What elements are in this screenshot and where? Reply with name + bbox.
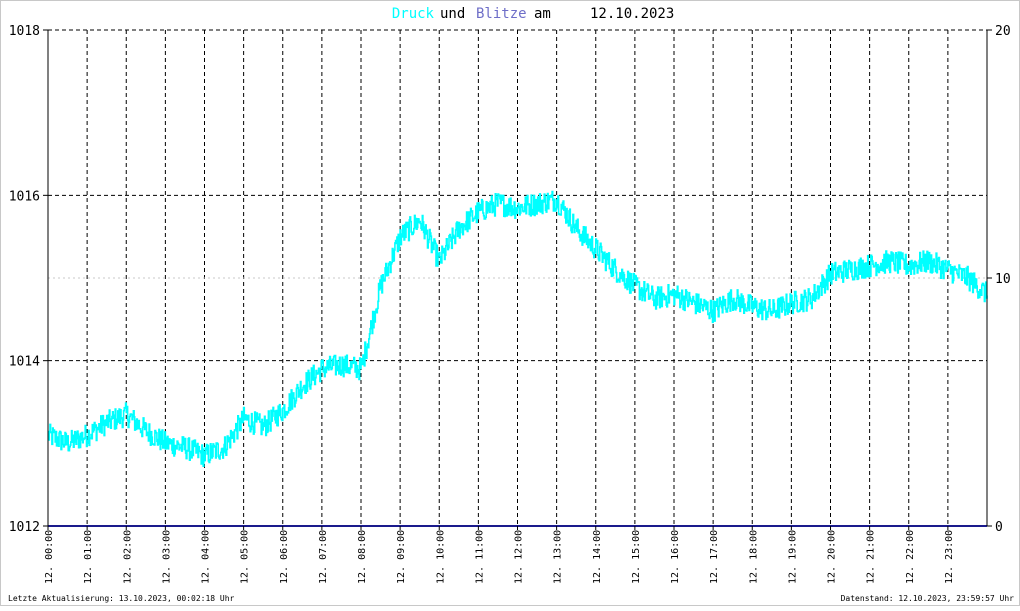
x-tick-label: 12. 21:00	[866, 530, 877, 584]
series-druck-line	[47, 190, 988, 467]
x-tick-label: 12. 10:00	[435, 530, 446, 584]
x-tick-label: 12. 23:00	[944, 530, 955, 584]
footer-left: Letzte Aktualisierung: 13.10.2023, 00:02…	[8, 594, 235, 603]
x-tick-label: 12. 07:00	[318, 530, 329, 584]
y-left-tick-label: 1018	[9, 24, 40, 39]
y-right-tick-label: 10	[995, 272, 1011, 287]
x-tick-label: 12. 14:00	[592, 530, 603, 584]
x-tick-label: 12. 04:00	[201, 530, 212, 584]
chart-title-blitze: Blitze	[476, 6, 527, 22]
x-tick-label: 12. 00:00	[44, 530, 55, 584]
y-left-tick-label: 1016	[9, 189, 40, 204]
x-tick-label: 12. 12:00	[514, 530, 525, 584]
chart-title-am: am	[534, 6, 551, 22]
x-tick-label: 12. 17:00	[709, 530, 720, 584]
y-left-tick-label: 1012	[9, 520, 40, 535]
x-tick-label: 12. 20:00	[827, 530, 838, 584]
axis-layer: 1012 1014 1016 1018 0 10 20 12. 00:00 12. 01:00 1…	[9, 24, 1011, 584]
x-tick-label: 12. 08:00	[357, 530, 368, 584]
x-tick-label: 12. 06:00	[279, 530, 290, 584]
x-tick-label: 12. 16:00	[670, 530, 681, 584]
x-tick-label: 12. 15:00	[631, 530, 642, 584]
x-tick-label: 12. 22:00	[905, 530, 916, 584]
x-tick-label: 12. 18:00	[748, 530, 759, 584]
chart-title-druck: Druck	[392, 6, 435, 22]
x-tick-label: 12. 09:00	[396, 530, 407, 584]
y-right-tick-label: 20	[995, 24, 1011, 39]
chart-title-und: und	[440, 6, 465, 22]
chart-title-date: 12.10.2023	[590, 6, 674, 22]
x-tick-label: 12. 01:00	[83, 530, 94, 584]
x-tick-label: 12. 02:00	[122, 530, 133, 584]
y-left-tick-label: 1014	[9, 355, 40, 370]
x-tick-label: 12. 11:00	[474, 530, 485, 584]
y-right-tick-label: 0	[995, 520, 1003, 535]
x-tick-label: 12. 19:00	[787, 530, 798, 584]
x-tick-label: 12. 13:00	[553, 530, 564, 584]
x-tick-label: 12. 03:00	[161, 530, 172, 584]
footer-right: Datenstand: 12.10.2023, 23:59:57 Uhr	[841, 594, 1015, 603]
x-tick-label: 12. 05:00	[240, 530, 251, 584]
